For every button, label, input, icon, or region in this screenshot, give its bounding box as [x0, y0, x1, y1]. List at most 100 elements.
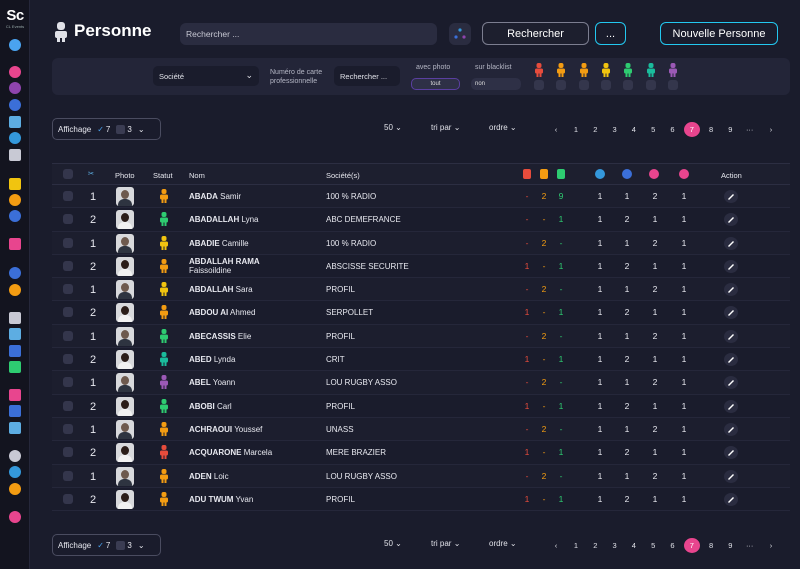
- edit-pencil-icon[interactable]: [724, 422, 738, 436]
- edit-pencil-icon[interactable]: [724, 190, 738, 203]
- page-button[interactable]: 9: [728, 541, 733, 550]
- page-button[interactable]: 8: [709, 541, 714, 550]
- carte-input[interactable]: Rechercher ...: [334, 66, 400, 86]
- status-filter-checkbox[interactable]: [600, 80, 611, 90]
- order-select[interactable]: ordre ⌄: [489, 123, 517, 132]
- per-page-select[interactable]: 50 ⌄: [384, 539, 402, 548]
- table-row[interactable]: 1 ABADA Samir 100 % RADIO - 2 9 1 1 2 1: [52, 185, 790, 209]
- page-button[interactable]: 3: [612, 125, 617, 134]
- page-button[interactable]: 1: [573, 541, 579, 550]
- row-checkbox[interactable]: [63, 191, 73, 201]
- row-checkbox[interactable]: [63, 470, 73, 481]
- person-name[interactable]: ACQUARONE Marcela: [189, 448, 272, 457]
- page-button[interactable]: 6: [670, 125, 675, 134]
- status-filter-checkbox[interactable]: [534, 80, 544, 90]
- status-filter-robot-icon[interactable]: [624, 63, 633, 77]
- person-icon[interactable]: [9, 149, 21, 161]
- sort-select[interactable]: tri par ⌄: [431, 539, 460, 548]
- astronaut-icon[interactable]: [9, 284, 21, 296]
- row-checkbox[interactable]: [63, 354, 73, 365]
- page-button[interactable]: 7: [683, 122, 700, 137]
- select-all-checkbox[interactable]: [63, 169, 73, 179]
- network-icon[interactable]: [449, 23, 471, 45]
- person-name[interactable]: ABADA Samir: [189, 192, 241, 201]
- table-row[interactable]: 2 ACQUARONE Marcela MERE BRAZIER 1 - 1 1 2 1 1: [52, 441, 790, 465]
- page-button[interactable]: 3: [612, 541, 617, 550]
- edit-pencil-icon[interactable]: [724, 259, 738, 273]
- order-select[interactable]: ordre ⌄: [489, 539, 517, 548]
- palette-icon[interactable]: [9, 178, 21, 190]
- phone-icon[interactable]: [9, 238, 21, 250]
- person-name[interactable]: ACHRAOUI Youssef: [189, 425, 262, 434]
- page-button[interactable]: ···: [745, 125, 754, 134]
- page-button[interactable]: 2: [593, 125, 598, 134]
- page-button[interactable]: 5: [651, 541, 656, 550]
- person-name[interactable]: ABECASSIS Elie: [189, 332, 251, 341]
- table-row[interactable]: 1 ABDALLAH Sara PROFIL - 2 - 1 1 2 1: [52, 278, 790, 302]
- planet-icon[interactable]: [9, 132, 21, 144]
- moon-icon[interactable]: [9, 194, 21, 206]
- person-name[interactable]: ABADIE Camille: [189, 239, 249, 248]
- more-button[interactable]: ...: [595, 22, 626, 45]
- list-icon[interactable]: [9, 345, 21, 357]
- next-page-icon[interactable]: ›: [769, 541, 773, 550]
- status-filter-checkbox[interactable]: [623, 80, 634, 90]
- status-filter-checkbox[interactable]: [667, 80, 678, 90]
- stats-icon[interactable]: [9, 422, 21, 434]
- table-row[interactable]: 2 ABOBI Carl PROFIL 1 - 1 1 2 1 1: [52, 395, 790, 418]
- new-person-button[interactable]: Nouvelle Personne: [660, 22, 778, 45]
- prev-page-icon[interactable]: ‹: [554, 541, 558, 550]
- globe-icon[interactable]: [9, 99, 21, 111]
- page-button[interactable]: ···: [745, 541, 754, 550]
- status-filter-checkbox[interactable]: [556, 80, 567, 90]
- edit-pencil-icon[interactable]: [724, 399, 738, 413]
- table-row[interactable]: 2 ABDOU AI Ahmed SERPOLLET 1 - 1 1 2 1 1: [52, 301, 790, 325]
- status-filter-robot-icon[interactable]: [535, 63, 543, 77]
- table-row[interactable]: 2 ABDALLAH RAMA Faissoildine ABSCISSE SECUR…: [52, 255, 790, 279]
- affichage-checkbox[interactable]: [116, 124, 126, 134]
- status-filter-robot-icon[interactable]: [601, 63, 610, 77]
- table-row[interactable]: 1 ADEN Loic LOU RUGBY ASSO - 2 - 1 1 2 1: [52, 464, 790, 488]
- edit-pencil-icon[interactable]: [724, 306, 738, 320]
- table-row[interactable]: 2 ABADALLAH Lyna ABC DEMEFRANCE - - 1 1 2 1 1: [52, 208, 790, 232]
- page-button[interactable]: 1: [573, 125, 579, 134]
- page-button[interactable]: 5: [651, 125, 656, 134]
- status-filter-checkbox[interactable]: [645, 80, 656, 90]
- edit-pencil-icon[interactable]: [724, 213, 738, 227]
- page-button[interactable]: 7: [683, 538, 700, 553]
- person-name[interactable]: ADU TWUM Yvan: [189, 495, 253, 504]
- row-checkbox[interactable]: [63, 330, 73, 341]
- person-name[interactable]: ABADALLAH Lyna: [189, 215, 259, 224]
- settings-gear-icon[interactable]: [9, 466, 21, 478]
- photo-toggle[interactable]: tout: [411, 78, 460, 90]
- next-page-icon[interactable]: ›: [769, 125, 773, 134]
- row-checkbox[interactable]: [63, 377, 73, 388]
- status-filter-robot-icon[interactable]: [646, 63, 655, 77]
- tasks-icon[interactable]: [9, 405, 21, 417]
- page-button[interactable]: 4: [631, 541, 636, 550]
- table-row[interactable]: 2 ADU TWUM Yvan PROFIL 1 - 1 1 2 1 1: [52, 488, 790, 512]
- affichage-box[interactable]: Affichage ✓ 7 3 ⌄: [52, 534, 161, 556]
- person-name[interactable]: ABOBI Carl: [189, 402, 232, 411]
- edit-pencil-icon[interactable]: [724, 329, 738, 343]
- alien-icon[interactable]: [9, 450, 21, 462]
- invader-icon[interactable]: [9, 361, 21, 373]
- table-row[interactable]: 2 ABED Lynda CRIT 1 - 1 1 2 1 1: [52, 348, 790, 372]
- status-filter-robot-icon[interactable]: [668, 63, 677, 77]
- page-button[interactable]: 8: [709, 125, 714, 134]
- row-checkbox[interactable]: [63, 493, 73, 504]
- row-checkbox[interactable]: [63, 423, 73, 434]
- row-checkbox[interactable]: [63, 214, 73, 225]
- row-checkbox[interactable]: [63, 400, 73, 411]
- notification-icon[interactable]: [9, 389, 21, 401]
- card-icon[interactable]: [9, 328, 21, 340]
- person-name[interactable]: ABED Lynda: [189, 355, 235, 364]
- radar-icon[interactable]: [9, 82, 21, 94]
- page-button[interactable]: 4: [631, 125, 636, 134]
- row-checkbox[interactable]: [63, 284, 73, 295]
- logout-icon[interactable]: [9, 511, 21, 523]
- table-row[interactable]: 1 ABEL Yoann LOU RUGBY ASSO - 2 - 1 1 2 1: [52, 371, 790, 395]
- prev-page-icon[interactable]: ‹: [554, 125, 558, 134]
- id-card-icon[interactable]: [9, 312, 21, 324]
- affichage-box[interactable]: Affichage ✓ 7 3 ⌄: [52, 118, 161, 140]
